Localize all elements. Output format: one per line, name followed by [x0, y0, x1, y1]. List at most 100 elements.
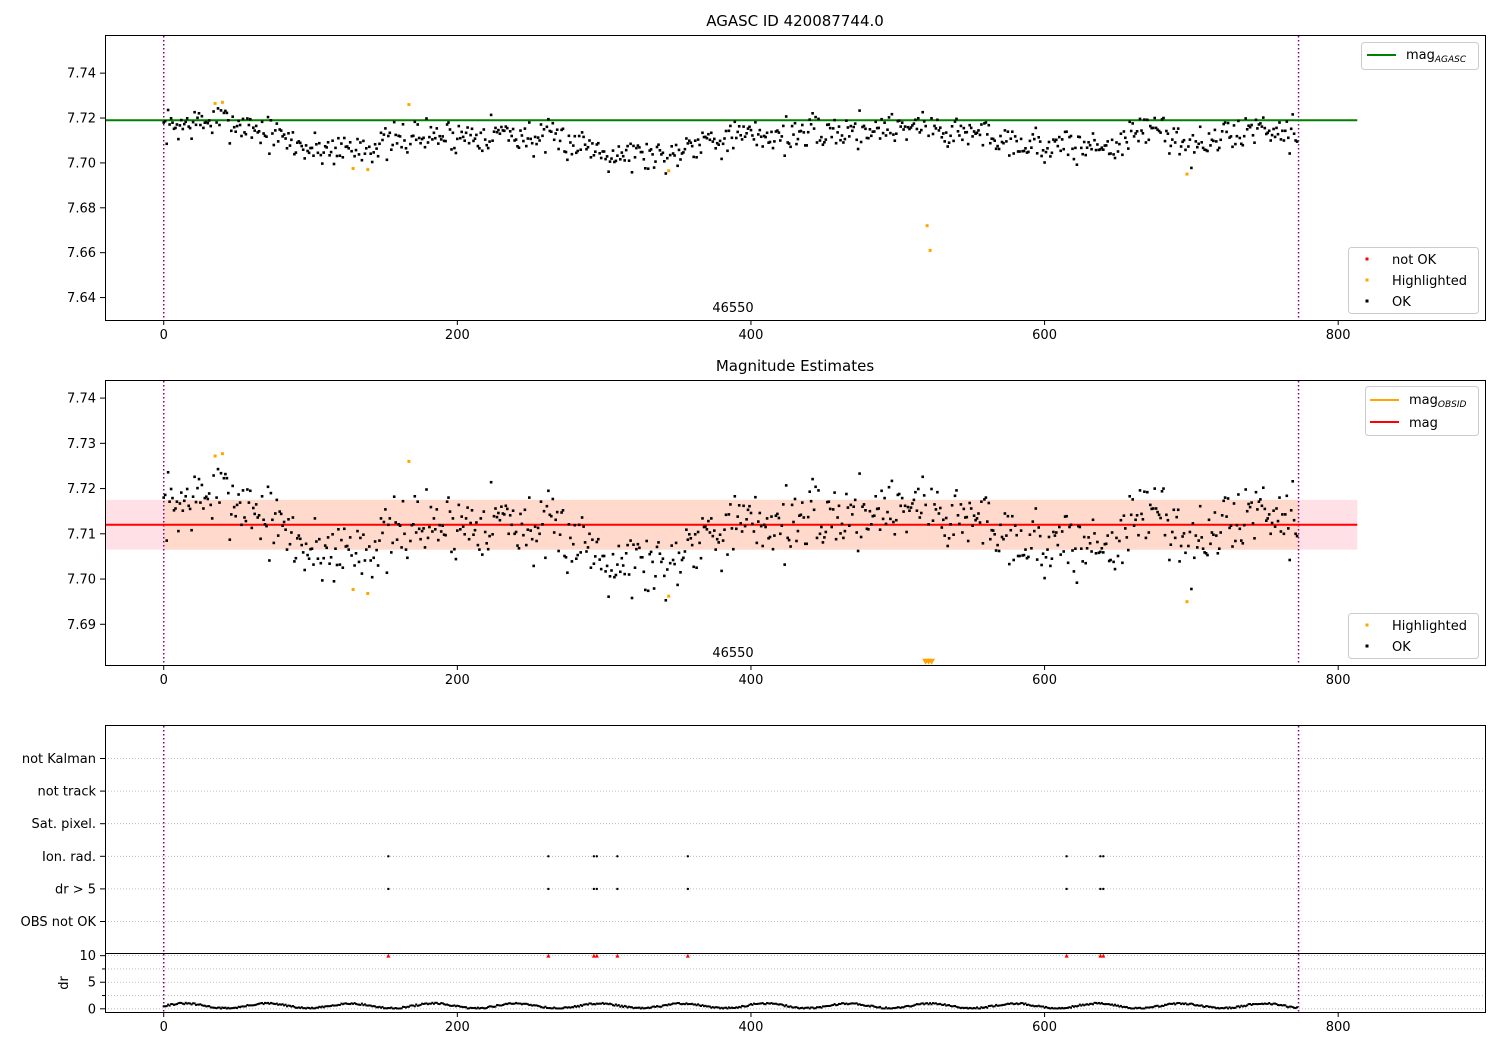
ok-point — [508, 514, 512, 517]
ok-point — [398, 524, 402, 527]
ok-point — [627, 159, 631, 162]
x-tick-label: 200 — [445, 673, 470, 688]
dr-point — [990, 1004, 993, 1007]
flag-category-label: not Kalman — [22, 752, 96, 767]
ok-point — [163, 119, 167, 123]
dr-point — [575, 1005, 578, 1008]
ok-point — [651, 153, 654, 156]
ok-point — [498, 132, 502, 135]
dr-point — [170, 1003, 173, 1006]
ok-point — [434, 136, 437, 140]
ok-point — [256, 516, 259, 519]
ok-point — [874, 495, 877, 498]
ok-point — [306, 149, 309, 153]
ok-point — [881, 131, 885, 135]
obsid-label: 46550 — [712, 301, 753, 316]
dr-point — [838, 1002, 840, 1005]
ok-point — [1059, 149, 1062, 153]
ok-point — [757, 133, 760, 136]
ok-point — [491, 533, 494, 536]
dr-point — [1153, 1005, 1156, 1008]
ok-point — [1124, 527, 1127, 530]
ok-point — [199, 501, 202, 504]
ok-point — [771, 146, 775, 150]
ok-point — [972, 514, 976, 517]
ok-point — [1050, 557, 1054, 560]
dr-point — [337, 1003, 340, 1006]
dr-point — [428, 1002, 431, 1005]
ok-point — [174, 507, 177, 510]
dr-point — [308, 1007, 311, 1009]
dr-point — [1021, 1002, 1024, 1005]
ok-point — [1084, 561, 1087, 565]
ok-point — [666, 568, 669, 571]
ok-point — [1071, 147, 1074, 151]
ok-point — [1094, 148, 1098, 152]
ok-point — [321, 579, 324, 582]
dr-point — [244, 1005, 247, 1008]
ok-point — [1060, 138, 1064, 141]
ok-point — [503, 129, 506, 133]
dr-point — [943, 1003, 946, 1006]
dr-point — [713, 1006, 716, 1009]
dr-point — [459, 1005, 462, 1008]
ok-point — [1113, 567, 1117, 571]
ok-point — [1104, 144, 1108, 147]
ok-point — [873, 514, 876, 517]
dr-point — [814, 1007, 817, 1010]
ok-point — [1118, 142, 1121, 146]
ok-point — [1285, 494, 1289, 498]
ok-point — [163, 493, 167, 497]
dr-point — [864, 1004, 867, 1007]
dr-point — [1034, 1005, 1037, 1008]
dr-point — [195, 1003, 197, 1006]
ok-point — [867, 136, 870, 140]
ok-point — [958, 522, 961, 526]
ok-point — [914, 118, 917, 122]
ok-point — [950, 504, 954, 507]
dr-point — [907, 1004, 909, 1007]
dr-point — [917, 1003, 920, 1006]
ok-point — [821, 541, 825, 544]
ok-point — [501, 129, 505, 132]
ok-point — [482, 128, 486, 131]
dr-point — [705, 1005, 708, 1008]
ok-point — [1232, 124, 1236, 127]
dr-point — [795, 1006, 798, 1009]
dr-point — [792, 1006, 795, 1009]
dr-point — [924, 1002, 927, 1005]
dr-point — [968, 1006, 971, 1009]
ok-point — [228, 538, 232, 541]
dr-point — [578, 1005, 581, 1008]
ok-point — [347, 147, 350, 150]
ok-point — [541, 523, 544, 526]
ok-point — [654, 160, 657, 163]
ok-point — [1049, 564, 1052, 568]
dr-point — [1149, 1006, 1152, 1009]
dr-point — [556, 1007, 559, 1010]
dr-point — [1062, 1007, 1065, 1010]
dr-point — [258, 1002, 261, 1005]
dr-point — [468, 1007, 471, 1010]
dr-point — [1089, 1002, 1092, 1005]
dr-point — [256, 1003, 259, 1006]
ok-point — [441, 524, 444, 527]
ok-point — [852, 125, 855, 129]
ok-point — [660, 153, 663, 156]
ok-point — [1093, 138, 1096, 142]
ok-point — [1213, 511, 1217, 514]
ok-point — [457, 124, 461, 128]
dr-point — [529, 1003, 532, 1006]
ok-point — [896, 493, 900, 497]
ok-point — [1056, 543, 1060, 547]
ok-point — [921, 475, 924, 479]
ok-point — [168, 500, 171, 503]
ok-point — [817, 117, 820, 121]
ok-point — [539, 123, 543, 126]
ok-point — [409, 142, 412, 146]
ok-point — [387, 134, 390, 138]
ok-point — [464, 517, 468, 520]
dr-point — [422, 1003, 425, 1005]
ok-point — [987, 501, 991, 505]
ok-point — [1137, 533, 1140, 537]
